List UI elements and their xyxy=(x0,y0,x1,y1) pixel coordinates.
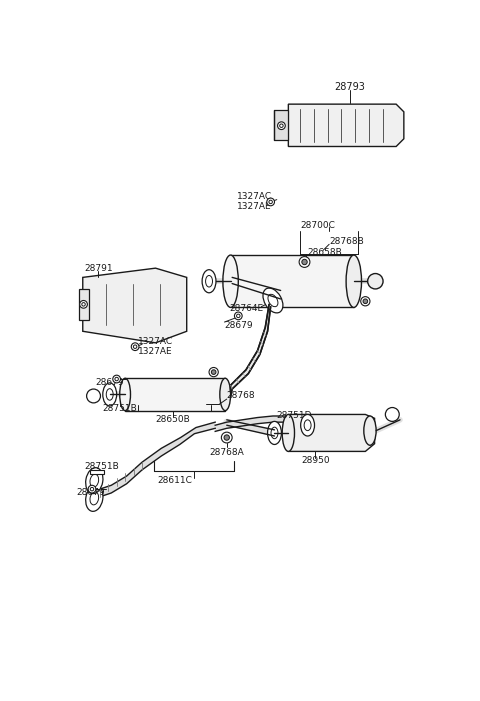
Circle shape xyxy=(82,303,85,306)
Circle shape xyxy=(368,273,383,289)
Circle shape xyxy=(115,377,119,381)
Circle shape xyxy=(299,257,310,267)
Circle shape xyxy=(224,435,229,440)
Text: 28751B: 28751B xyxy=(84,461,119,470)
Circle shape xyxy=(237,314,240,318)
Text: 28611C: 28611C xyxy=(158,476,192,485)
Text: 1327AC: 1327AC xyxy=(237,192,272,201)
Circle shape xyxy=(363,299,368,304)
Circle shape xyxy=(302,259,307,265)
Circle shape xyxy=(361,297,370,306)
Text: 28764E: 28764E xyxy=(229,304,263,313)
Polygon shape xyxy=(215,416,292,431)
Ellipse shape xyxy=(205,275,213,287)
Ellipse shape xyxy=(90,474,98,487)
Circle shape xyxy=(267,198,275,206)
Circle shape xyxy=(90,487,94,491)
Polygon shape xyxy=(90,470,104,474)
Bar xyxy=(125,379,225,411)
Text: 28768: 28768 xyxy=(227,391,255,400)
Text: 1327AE: 1327AE xyxy=(237,202,271,211)
Bar xyxy=(230,255,354,308)
Polygon shape xyxy=(230,304,271,397)
Text: 28700C: 28700C xyxy=(300,222,335,231)
Polygon shape xyxy=(288,104,404,147)
Ellipse shape xyxy=(106,388,113,400)
Ellipse shape xyxy=(120,379,131,411)
Text: A: A xyxy=(389,410,395,419)
Polygon shape xyxy=(79,289,89,320)
Circle shape xyxy=(221,432,232,443)
Text: 28658B: 28658B xyxy=(308,248,342,257)
Text: 1327AC: 1327AC xyxy=(138,336,173,346)
Text: 28751B: 28751B xyxy=(103,404,138,413)
Text: 28768B: 28768B xyxy=(329,237,364,245)
Ellipse shape xyxy=(263,288,283,313)
Ellipse shape xyxy=(103,383,117,406)
Circle shape xyxy=(385,407,399,421)
Text: 28751D: 28751D xyxy=(277,411,312,421)
Ellipse shape xyxy=(282,414,295,451)
Text: 28768A: 28768A xyxy=(209,448,244,456)
Ellipse shape xyxy=(346,255,361,308)
Polygon shape xyxy=(100,422,215,497)
Circle shape xyxy=(86,389,100,403)
Polygon shape xyxy=(275,110,288,140)
Ellipse shape xyxy=(300,414,314,436)
Polygon shape xyxy=(288,414,374,451)
Circle shape xyxy=(209,367,218,376)
Ellipse shape xyxy=(304,420,311,430)
Ellipse shape xyxy=(223,255,238,308)
Circle shape xyxy=(88,485,96,493)
Circle shape xyxy=(280,124,283,128)
Ellipse shape xyxy=(364,416,376,445)
Circle shape xyxy=(234,312,242,320)
Circle shape xyxy=(277,122,285,130)
Circle shape xyxy=(113,375,120,383)
Ellipse shape xyxy=(85,468,103,494)
Text: 1327AE: 1327AE xyxy=(138,347,173,356)
Circle shape xyxy=(133,345,137,348)
Text: 28650B: 28650B xyxy=(156,415,190,424)
Ellipse shape xyxy=(271,427,278,439)
Ellipse shape xyxy=(85,485,103,511)
Ellipse shape xyxy=(268,294,278,307)
Text: 28679: 28679 xyxy=(225,320,253,329)
Ellipse shape xyxy=(202,270,216,293)
Text: 28679: 28679 xyxy=(96,379,124,388)
Circle shape xyxy=(131,343,139,350)
Ellipse shape xyxy=(220,379,230,411)
Ellipse shape xyxy=(90,492,98,505)
Text: 28791: 28791 xyxy=(84,264,113,273)
Text: 28793: 28793 xyxy=(335,82,365,93)
Text: A: A xyxy=(91,391,96,400)
Text: 28950: 28950 xyxy=(301,456,330,465)
Polygon shape xyxy=(83,268,187,343)
Ellipse shape xyxy=(267,421,281,444)
Circle shape xyxy=(211,370,216,374)
Circle shape xyxy=(80,301,87,308)
Circle shape xyxy=(269,200,272,204)
Text: 28679: 28679 xyxy=(77,489,105,498)
